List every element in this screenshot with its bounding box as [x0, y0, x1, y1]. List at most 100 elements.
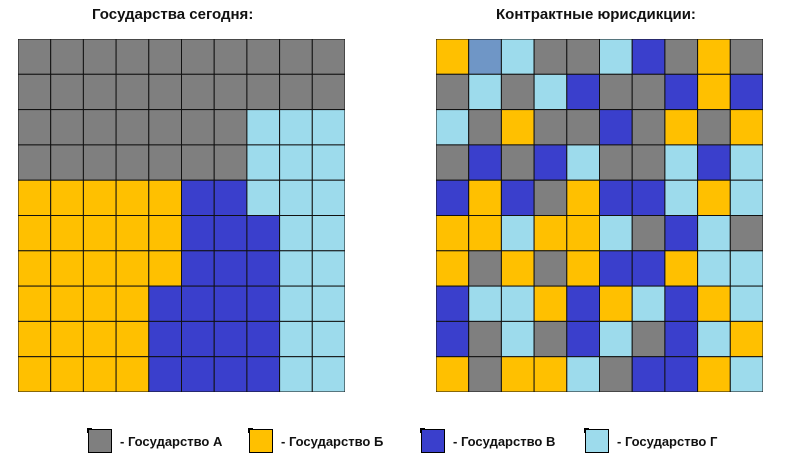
- states-today-cell: [279, 144, 313, 181]
- contract-jurisdictions-cell: [599, 144, 633, 181]
- states-today-cell: [50, 285, 84, 322]
- states-today-cell: [181, 250, 215, 287]
- title-states-today: Государства сегодня:: [92, 6, 254, 23]
- states-today-cell: [115, 250, 150, 287]
- contract-jurisdictions-cell: [664, 250, 699, 287]
- states-today-cell: [311, 39, 345, 75]
- contract-jurisdictions-cell: [631, 356, 666, 392]
- contract-jurisdictions-cell: [533, 109, 568, 146]
- states-today-cell: [279, 179, 313, 216]
- contract-jurisdictions-cell: [697, 39, 731, 75]
- states-today-cell: [181, 285, 215, 322]
- contract-jurisdictions-cell: [599, 109, 633, 146]
- states-today-cell: [82, 356, 117, 392]
- legend-swatch-state-g: [584, 428, 609, 453]
- contract-jurisdictions-cell: [729, 250, 763, 287]
- contract-jurisdictions-cell: [664, 356, 699, 392]
- contract-jurisdictions-cell: [566, 285, 601, 322]
- states-today-cell: [279, 250, 313, 287]
- contract-jurisdictions-cell: [631, 39, 666, 75]
- contract-jurisdictions-cell: [631, 215, 666, 252]
- grid-states-today: [18, 39, 345, 392]
- contract-jurisdictions-cell: [468, 215, 502, 252]
- contract-jurisdictions-cell: [599, 73, 633, 111]
- contract-jurisdictions-cell: [599, 39, 633, 75]
- states-today-cell: [18, 250, 52, 287]
- states-today-cell: [213, 215, 248, 252]
- contract-jurisdictions-cell: [729, 109, 763, 146]
- states-today-cell: [115, 356, 150, 392]
- states-today-cell: [82, 109, 117, 146]
- states-today-cell: [213, 109, 248, 146]
- legend-swatch-state-a: [87, 428, 112, 453]
- contract-jurisdictions-cell: [566, 39, 601, 75]
- legend-item-state-b: - Государство Б: [248, 428, 383, 454]
- contract-jurisdictions-cell: [631, 285, 666, 322]
- contract-jurisdictions-cell: [500, 179, 535, 216]
- states-today-cell: [18, 179, 52, 216]
- states-today-cell: [279, 109, 313, 146]
- states-today-cell: [50, 39, 84, 75]
- states-today-cell: [311, 285, 345, 322]
- contract-jurisdictions-cell: [664, 320, 699, 358]
- contract-jurisdictions-cell: [468, 356, 502, 392]
- contract-jurisdictions-cell: [468, 39, 502, 75]
- states-today-cell: [213, 144, 248, 181]
- states-today-cell: [148, 356, 183, 392]
- states-today-cell: [18, 285, 52, 322]
- contract-jurisdictions-cell: [697, 285, 731, 322]
- states-today-cell: [279, 356, 313, 392]
- contract-jurisdictions-cell: [729, 215, 763, 252]
- contract-jurisdictions-cell: [729, 73, 763, 111]
- states-today-cell: [246, 250, 281, 287]
- states-today-cell: [148, 250, 183, 287]
- contract-jurisdictions-cell: [500, 285, 535, 322]
- states-today-cell: [181, 109, 215, 146]
- states-today-cell: [311, 144, 345, 181]
- states-today-cell: [50, 250, 84, 287]
- contract-jurisdictions-svg: [436, 39, 763, 392]
- states-today-cell: [246, 179, 281, 216]
- states-today-cell: [115, 144, 150, 181]
- states-today-cell: [50, 179, 84, 216]
- contract-jurisdictions-cell: [664, 73, 699, 111]
- contract-jurisdictions-cell: [500, 39, 535, 75]
- legend-swatch-state-v: [420, 428, 445, 453]
- contract-jurisdictions-cell: [697, 179, 731, 216]
- contract-jurisdictions-cell: [500, 215, 535, 252]
- states-today-cell: [181, 39, 215, 75]
- states-today-cell: [246, 144, 281, 181]
- legend-label-state-g: - Государство Г: [617, 433, 718, 449]
- contract-jurisdictions-cell: [533, 179, 568, 216]
- contract-jurisdictions-cell: [599, 320, 633, 358]
- title-contract-jurisdictions: Контрактные юрисдикции:: [496, 6, 696, 23]
- contract-jurisdictions-cell: [533, 250, 568, 287]
- contract-jurisdictions-cell: [664, 144, 699, 181]
- states-today-cell: [115, 73, 150, 111]
- contract-jurisdictions-cell: [664, 109, 699, 146]
- contract-jurisdictions-cell: [631, 320, 666, 358]
- contract-jurisdictions-cell: [500, 356, 535, 392]
- states-today-cell: [181, 179, 215, 216]
- contract-jurisdictions-cell: [533, 73, 568, 111]
- contract-jurisdictions-cell: [436, 109, 470, 146]
- states-today-cell: [213, 320, 248, 358]
- contract-jurisdictions-cell: [436, 285, 470, 322]
- states-today-cell: [50, 144, 84, 181]
- states-today-cell: [279, 39, 313, 75]
- states-today-cell: [213, 179, 248, 216]
- contract-jurisdictions-cell: [468, 144, 502, 181]
- contract-jurisdictions-cell: [436, 320, 470, 358]
- states-today-cell: [18, 320, 52, 358]
- contract-jurisdictions-cell: [436, 215, 470, 252]
- contract-jurisdictions-cell: [468, 109, 502, 146]
- states-today-cell: [279, 73, 313, 111]
- states-today-cell: [18, 215, 52, 252]
- contract-jurisdictions-cell: [729, 179, 763, 216]
- contract-jurisdictions-cell: [533, 215, 568, 252]
- contract-jurisdictions-cell: [566, 109, 601, 146]
- states-today-cell: [82, 144, 117, 181]
- states-today-cell: [115, 285, 150, 322]
- legend: - Государство А - Государство Б - Госуда…: [0, 428, 807, 454]
- states-today-cell: [311, 356, 345, 392]
